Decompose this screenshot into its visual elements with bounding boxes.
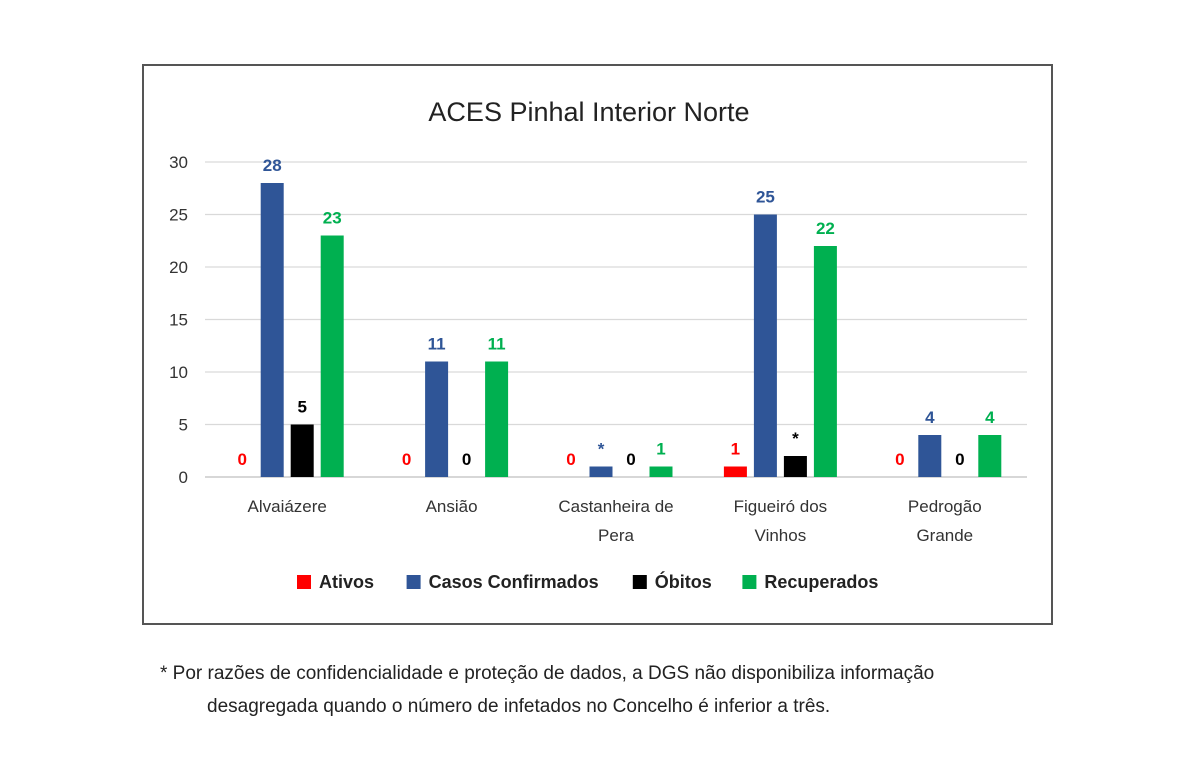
data-label: 0 — [402, 450, 411, 469]
data-label: 4 — [985, 408, 995, 427]
bar-casos-confirmados — [425, 361, 449, 477]
data-label: 1 — [731, 440, 740, 459]
x-tick-label: Castanheira de — [558, 497, 673, 516]
data-label: 11 — [488, 335, 506, 354]
x-tick-label: Pera — [598, 526, 634, 545]
data-label: 11 — [428, 335, 446, 354]
data-label: 0 — [566, 450, 575, 469]
bar-recuperados — [320, 235, 344, 477]
legend-swatch — [297, 575, 311, 589]
x-tick-label: Figueiró dos — [734, 497, 828, 516]
bar-recuperados — [485, 361, 509, 477]
x-tick-label: Vinhos — [755, 526, 807, 545]
data-label: * — [792, 429, 799, 448]
chart-frame: ACES Pinhal Interior Norte 0 5 10 15 20 25 30 0 2… — [142, 64, 1053, 625]
data-label: 1 — [656, 440, 665, 459]
data-label: 0 — [626, 450, 635, 469]
legend-label: Recuperados — [764, 572, 878, 592]
bar-casos-confirmados — [918, 435, 942, 477]
bar-casos-confirmados — [589, 466, 613, 477]
data-label: * — [598, 440, 605, 459]
y-tick-label: 15 — [169, 311, 188, 330]
x-tick-label: Alvaiázere — [248, 497, 327, 516]
data-label: 0 — [955, 450, 964, 469]
y-tick-label: 30 — [169, 153, 188, 172]
footnote-line-1: * Por razões de confidencialidade e prot… — [160, 663, 935, 684]
bar-casos-confirmados — [260, 183, 284, 477]
bar--bitos — [783, 456, 807, 477]
legend-swatch — [742, 575, 757, 589]
bar-chart: ACES Pinhal Interior Norte05101520253002… — [169, 97, 1027, 592]
data-label: 28 — [263, 156, 282, 175]
y-tick-label: 5 — [179, 416, 188, 435]
legend-swatch — [406, 575, 421, 589]
legend-label: Casos Confirmados — [429, 572, 599, 592]
bar-ativos — [723, 466, 747, 477]
legend-label: Ativos — [319, 572, 374, 592]
data-label: 0 — [462, 450, 471, 469]
footnote-line-2: desagregada quando o número de infetados… — [207, 696, 831, 717]
bar-recuperados — [978, 435, 1002, 477]
y-tick-label: 10 — [169, 363, 188, 382]
data-label: 22 — [816, 219, 835, 238]
y-tick-label: 0 — [179, 468, 188, 487]
bar-recuperados — [813, 246, 837, 477]
legend-label: Óbitos — [655, 571, 712, 592]
data-label: 25 — [756, 188, 775, 207]
bar-recuperados — [649, 466, 673, 477]
x-tick-label: Ansião — [426, 497, 478, 516]
bar-casos-confirmados — [753, 214, 777, 477]
x-tick-label: Pedrogão — [908, 497, 982, 516]
x-tick-label: Grande — [916, 526, 973, 545]
data-label: 0 — [895, 450, 904, 469]
bar--bitos — [290, 424, 314, 477]
data-label: 5 — [297, 398, 306, 417]
y-tick-label: 25 — [169, 206, 188, 225]
data-label: 0 — [237, 450, 246, 469]
y-tick-label: 20 — [169, 258, 188, 277]
data-label: 4 — [925, 408, 935, 427]
legend-swatch — [632, 575, 647, 589]
data-label: 23 — [323, 209, 342, 228]
chart-title: ACES Pinhal Interior Norte — [428, 97, 749, 127]
